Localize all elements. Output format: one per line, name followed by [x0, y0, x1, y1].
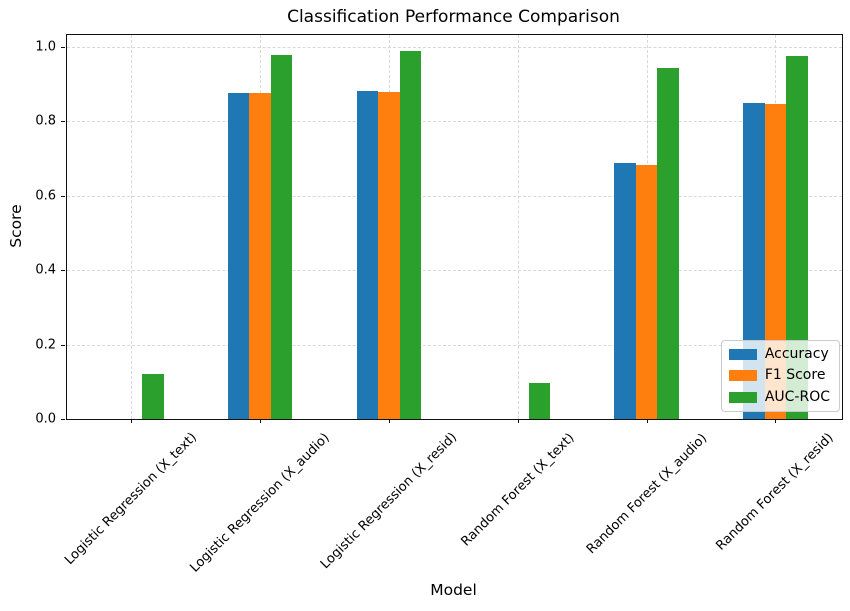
y-axis-tick — [61, 419, 65, 420]
gridline-horizontal — [67, 270, 842, 272]
x-tick-label: Random Forest (X_audio) — [583, 430, 710, 557]
y-tick-label: 1.0 — [35, 39, 56, 55]
bar-auc-roc — [270, 55, 293, 419]
chart-title: Classification Performance Comparison — [287, 7, 620, 27]
gridline-vertical — [131, 35, 133, 419]
gridline-horizontal — [67, 47, 842, 48]
bar-auc-roc — [399, 51, 422, 419]
bar-auc-roc — [142, 374, 164, 419]
gridline-vertical — [517, 35, 519, 419]
x-axis-tick — [646, 419, 648, 423]
y-tick-label: 0.4 — [35, 262, 56, 278]
legend-swatch-f1-score — [728, 370, 757, 382]
x-tick-label: Random Forest (X_resid) — [713, 430, 837, 554]
x-axis-tick — [389, 419, 390, 423]
legend-label: Accuracy — [764, 345, 829, 362]
y-tick-label: 0.2 — [35, 337, 56, 353]
plot-area — [66, 34, 843, 420]
bar-auc-roc — [657, 68, 679, 419]
legend-label: AUC-ROC — [764, 389, 830, 406]
bar-auc-roc — [786, 56, 808, 419]
y-tick-label: 0.8 — [35, 113, 56, 129]
legend-item: F1 Score — [728, 367, 830, 384]
x-tick-label: Random Forest (X_text) — [458, 430, 578, 550]
y-axis-tick — [61, 270, 65, 272]
gridline-horizontal — [67, 344, 842, 346]
y-axis-tick — [61, 195, 65, 197]
x-axis-tick — [517, 419, 519, 423]
bar-accuracy — [356, 91, 379, 419]
y-axis-tick — [61, 344, 65, 346]
legend: Accuracy F1 Score AUC-ROC — [720, 339, 840, 412]
legend-item: AUC-ROC — [728, 389, 830, 406]
legend-swatch-auc-roc — [728, 392, 757, 404]
x-axis-label: Model — [430, 581, 477, 599]
x-tick-label: Logistic Regression (X_text) — [62, 430, 201, 569]
legend-label: F1 Score — [764, 367, 826, 384]
bar-accuracy — [614, 163, 636, 419]
x-tick-label: Logistic Regression (X_audio) — [187, 430, 333, 576]
x-axis-tick — [775, 419, 777, 423]
y-axis-tick — [61, 121, 65, 123]
y-tick-label: 0.0 — [35, 411, 56, 427]
legend-swatch-accuracy — [728, 348, 757, 360]
legend-item: Accuracy — [728, 345, 830, 363]
bar-f1-score — [249, 93, 271, 419]
gridline-horizontal — [67, 195, 842, 197]
y-axis-label: Score — [7, 204, 25, 248]
bar-f1-score — [378, 92, 400, 419]
y-tick-label: 0.6 — [35, 188, 56, 204]
bar-f1-score — [635, 165, 658, 419]
x-axis-tick — [131, 419, 133, 423]
gridline-horizontal — [67, 121, 842, 123]
y-axis-tick — [61, 47, 65, 48]
x-axis-tick — [260, 419, 262, 423]
bar-accuracy — [227, 93, 250, 419]
bar-auc-roc — [528, 383, 551, 419]
x-tick-label: Logistic Regression (X_resid) — [317, 430, 461, 573]
